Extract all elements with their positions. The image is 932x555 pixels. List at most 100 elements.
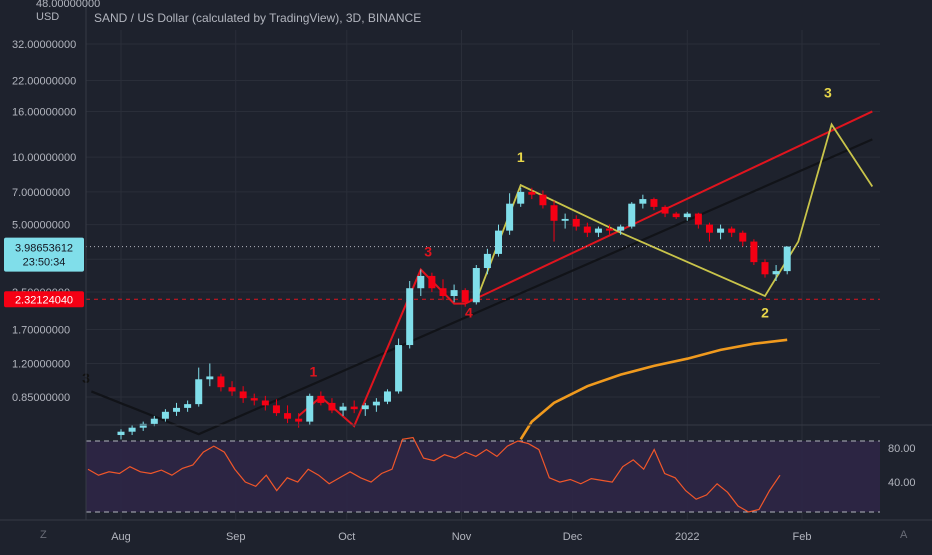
candle [117,429,125,440]
price-tick-label: 1.70000000 [12,325,70,337]
wave-label: 3 [424,244,432,260]
chart-title: SAND / US Dollar (calculated by TradingV… [94,11,421,25]
candle-body [528,191,536,195]
candle [783,246,791,275]
candle [639,194,647,209]
candle-body [772,271,780,275]
candle [328,398,336,414]
candle [472,265,480,305]
yellow-wave-line [475,122,874,301]
candle [206,363,214,387]
axes-layer: 80.00 40.00 32.00000000 22.00000000 16.00000… [0,0,932,543]
candle [406,281,414,349]
candle-body [694,213,702,225]
candle [628,202,636,229]
top-price-label: 48.00000000 [36,0,100,10]
candle-body [672,213,680,218]
candle [728,226,736,238]
candle-body [594,228,602,233]
candle-body [173,407,181,412]
time-tick-label: Aug [111,531,131,543]
candle [750,239,758,266]
candle-body [239,391,247,399]
candle [550,200,558,242]
candle-body [495,230,503,254]
candle-body [561,218,569,221]
rsi-tick-label: 40.00 [888,477,916,489]
candle-body [750,241,758,263]
drawings-layer [86,110,880,441]
footer-right-label[interactable]: A [900,529,908,541]
time-tick-label: 2022 [675,531,699,543]
moving-average-line [519,338,788,441]
candle-body [628,203,636,227]
candle-body [539,194,547,206]
candle [383,389,391,405]
candle-body [228,387,236,392]
candle-body [450,290,458,297]
candle [239,386,247,403]
candle [317,391,325,406]
candle [594,226,602,238]
candle-body [150,418,158,424]
candle-body [572,218,580,227]
candle-body [117,431,125,436]
time-tick-label: Feb [793,531,812,543]
candle [705,222,713,242]
wave-label: 2 [761,305,769,321]
candle [694,212,702,229]
candle [272,399,280,416]
candle-body [350,406,358,410]
candle-body [250,398,258,401]
candle-body [128,427,136,432]
price-tick-label: 10.00000000 [12,152,76,164]
marked-price-value: 2.32124040 [15,294,73,306]
candle [195,367,203,407]
rsi-band [86,441,880,512]
grid-layer [86,30,880,520]
candle-body [184,404,192,408]
candle-body [583,226,591,233]
price-tick-label: 7.00000000 [12,187,70,199]
candle-body [306,395,314,422]
price-tick-label: 32.00000000 [12,39,76,51]
candle [228,381,236,396]
candle [139,421,147,431]
trend-line-black [90,138,873,436]
candle [217,373,225,392]
candle-body [261,400,269,406]
price-tick-label: 1.20000000 [12,358,70,370]
candle [739,230,747,247]
candle [583,222,591,238]
candle-body [372,401,380,406]
candle-body [395,345,403,392]
candle [150,415,158,427]
candle-body [284,413,292,419]
time-tick-label: Oct [338,531,355,543]
candle [450,284,458,303]
candle-body [550,205,558,221]
candle [506,193,514,235]
candle [439,279,447,301]
candle-body [472,268,480,303]
price-tick-label: 0.85000000 [12,392,70,404]
candle [250,393,258,406]
candle [572,215,580,231]
current-price-value: 3.98653612 [15,243,73,255]
candle-body [195,379,203,405]
wave-label: 1 [310,363,318,379]
candle-body [483,253,491,269]
candle [284,405,292,424]
rsi-line [87,436,781,513]
footer-left-label[interactable]: Z [40,529,47,541]
candle-body [139,423,147,428]
candle-body [728,228,736,233]
time-tick-label: Sep [226,531,246,543]
marked-price-tag: 2.32124040 [4,291,84,308]
candle [483,248,491,275]
current-price-tag-bg [4,237,84,272]
candle-body [217,376,225,388]
candle-body [506,203,514,231]
